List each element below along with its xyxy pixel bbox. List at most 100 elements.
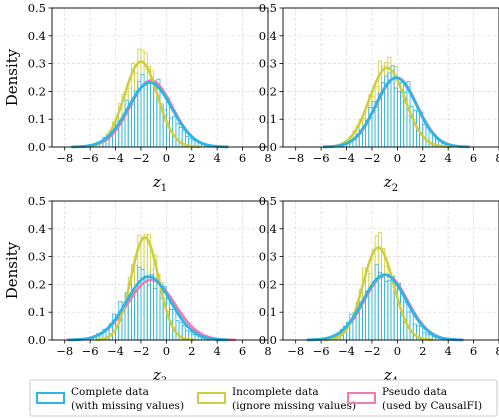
histogram-bar-complete	[146, 284, 151, 341]
x-axis-label: z2	[383, 173, 398, 194]
y-tick-label: 0.0	[28, 140, 46, 154]
x-tick-label: 2	[188, 344, 195, 358]
y-tick-label: 0.5	[259, 1, 277, 15]
histogram-bar-complete	[143, 84, 148, 148]
histogram-bar-complete	[150, 79, 155, 148]
legend-box	[29, 379, 498, 417]
histogram-bar-complete	[381, 277, 386, 341]
x-tick-label: −2	[363, 344, 380, 358]
histogram-bar-incomplete	[124, 93, 129, 148]
histogram-bar-complete	[127, 105, 132, 148]
x-tick-label: 0	[163, 151, 170, 165]
y-tick-label: 0.0	[259, 140, 277, 154]
x-tick-label: 8	[495, 151, 499, 165]
x-tick-label: 2	[419, 344, 426, 358]
y-tick-label: 0.3	[259, 250, 277, 264]
x-tick-label: 6	[239, 151, 246, 165]
axes-frame	[51, 200, 269, 341]
histogram-bar-incomplete	[371, 248, 376, 341]
y-tick-label: 0.4	[259, 222, 277, 236]
histogram-bar-complete	[387, 279, 392, 341]
histogram-bar-complete	[156, 282, 161, 341]
x-axis-label: z1	[152, 173, 167, 194]
y-tick-label: 0.1	[28, 305, 46, 319]
density-curve-complete	[306, 273, 463, 342]
y-tick-label: 0.3	[28, 57, 46, 71]
x-tick-label: −2	[363, 151, 380, 165]
histogram-bar-incomplete	[374, 235, 379, 341]
density-curve-complete	[70, 81, 229, 149]
x-tick-label: 2	[419, 151, 426, 165]
histogram-bar-incomplete	[384, 62, 389, 148]
histogram-bar-complete	[425, 127, 430, 148]
histogram-bar-incomplete	[134, 72, 139, 148]
histogram-bar-complete	[368, 287, 373, 341]
x-tick-label: −8	[56, 344, 73, 358]
histogram-bar-incomplete	[143, 233, 148, 341]
y-axis-label: Density	[3, 241, 21, 299]
axes-frame	[282, 200, 499, 341]
histogram-bar-incomplete	[396, 84, 401, 148]
histogram-bar-incomplete	[140, 239, 145, 341]
x-tick-label: −4	[107, 151, 124, 165]
axes-frame	[51, 7, 269, 148]
histogram-bar-complete	[131, 104, 135, 148]
histogram-bar-complete	[175, 320, 180, 341]
histogram-bar-complete	[137, 266, 142, 341]
density-curve-incomplete	[322, 246, 434, 342]
histogram-bar-complete	[172, 116, 177, 148]
y-tick-label: 0.3	[259, 57, 277, 71]
x-tick-label: 8	[264, 151, 271, 165]
histogram-bar-incomplete	[400, 315, 405, 341]
y-tick-label: 0.2	[259, 84, 277, 98]
x-tick-label: −4	[107, 344, 124, 358]
histogram-bar-incomplete	[146, 65, 151, 148]
x-tick-label: −2	[132, 344, 149, 358]
histogram-bar-incomplete	[365, 270, 370, 341]
x-tick-label: −4	[338, 344, 355, 358]
legend-label-line1: Pseudo data	[382, 386, 447, 398]
histogram-bar-complete	[153, 87, 158, 148]
histogram-bar-incomplete	[381, 248, 386, 341]
histogram-bar-complete	[412, 109, 417, 148]
histogram-bar-complete	[384, 281, 389, 341]
legend-entry: Incomplete data (ignore missing values)	[197, 386, 356, 412]
histogram-bar-complete	[377, 271, 382, 341]
histogram-bar-complete	[153, 288, 158, 341]
histogram-bar-incomplete	[134, 264, 139, 341]
density-curve-pseudo	[74, 79, 228, 149]
y-tick-label: 0.5	[259, 194, 277, 208]
x-tick-label: −6	[313, 344, 330, 358]
histogram-bar-incomplete	[162, 120, 167, 148]
y-tick-label: 0.1	[259, 305, 277, 319]
x-tick-label: −8	[287, 151, 304, 165]
x-tick-label: 6	[470, 344, 477, 358]
histogram-bar-incomplete	[416, 131, 420, 148]
legend-swatch	[347, 392, 376, 404]
histogram-bar-complete	[143, 275, 148, 341]
y-tick-label: 0.1	[28, 112, 46, 126]
x-tick-label: −4	[338, 151, 355, 165]
histogram-bar-complete	[362, 300, 366, 341]
x-axis-label-var: z	[152, 173, 161, 191]
x-tick-label: −6	[82, 344, 99, 358]
density-curve-complete	[68, 275, 230, 342]
x-axis-label-subscript: 1	[161, 183, 167, 194]
subplot-1: −8 −6 −4 −2 0 2 4 6 8 0.0 0.1 0.2 0.3 0.4 0.5 z1 Density	[3, 1, 272, 194]
histogram-bar-complete	[393, 87, 398, 148]
x-tick-label: 0	[394, 344, 401, 358]
x-tick-label: 4	[214, 151, 221, 165]
histogram-bar-incomplete	[384, 265, 389, 341]
y-tick-label: 0.5	[28, 1, 46, 15]
x-axis-label-var: z	[152, 366, 161, 384]
legend-entry: Pseudo data (used by CausalFI)	[347, 386, 482, 412]
histogram-bar-complete	[175, 123, 180, 148]
x-tick-label: 6	[239, 344, 246, 358]
histogram-bar-incomplete	[406, 115, 411, 148]
x-tick-label: −8	[56, 151, 73, 165]
legend-label-line2: (ignore missing values)	[232, 400, 356, 412]
histogram-bar-complete	[371, 281, 376, 341]
legend-swatch	[197, 392, 226, 404]
